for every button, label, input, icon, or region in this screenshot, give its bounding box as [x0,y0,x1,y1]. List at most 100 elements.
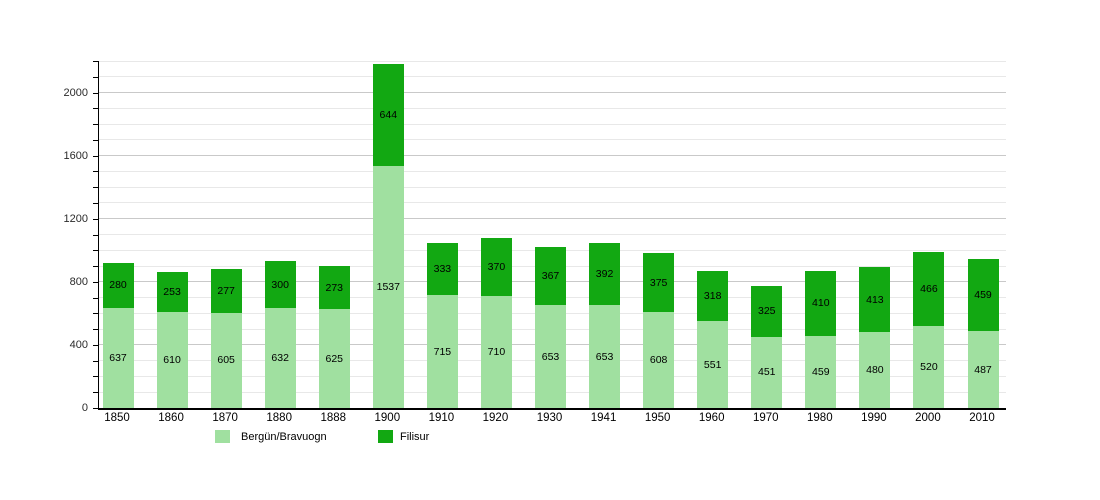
bar-value-label: 466 [920,283,938,296]
legend-swatch-bergun-bravuogn [215,430,230,443]
bar-segment-bergun-bravuogn: 551 [697,321,729,408]
x-axis-label: 1950 [644,412,671,424]
y-axis-tick [93,281,98,283]
y-axis-tick [93,218,98,220]
gridline-major [99,218,1006,220]
bar-1970: 451 325 [751,285,783,408]
y-axis-tick [93,250,98,252]
bar-2000: 520 466 [913,252,945,408]
y-axis-tick [93,313,98,315]
bar-segment-bergun-bravuogn: 520 [913,325,945,408]
bar-segment-bergun-bravuogn: 710 [480,296,512,408]
gridline-minor [99,60,1006,62]
bar-value-label: 273 [325,281,344,294]
bar-value-label: 300 [271,278,289,291]
y-axis-tick [93,266,98,268]
x-axis-label: 1880 [266,412,292,424]
y-axis-tick [93,376,98,378]
bar-value-label: 253 [163,285,181,298]
bar-value-label: 333 [433,262,452,275]
x-axis-label: 1930 [536,412,563,424]
bar-segment-bergun-bravuogn: 715 [426,295,458,408]
x-axis-label: 2000 [915,412,941,424]
bar-value-label: 1537 [376,280,400,293]
bar-value-label: 653 [595,350,614,363]
bar-segment-filisur: 644 [372,64,404,166]
bar-value-label: 392 [595,268,614,281]
bar-1930: 653 367 [535,247,566,408]
bar-value-label: 487 [974,363,992,376]
y-axis-tick [93,297,98,299]
bar-value-label: 280 [109,279,127,292]
gridline-minor [99,186,1006,188]
bar-value-label: 375 [649,276,668,289]
bar-1850: 637 280 [102,263,134,408]
bar-value-label: 325 [757,305,776,318]
bar-segment-filisur: 325 [751,285,783,337]
bar-value-label: 410 [812,297,830,310]
y-axis-tick [93,124,98,126]
bar-segment-bergun-bravuogn: 480 [859,332,891,408]
bar-segment-filisur: 370 [480,237,512,296]
y-axis-label: 0 [81,402,88,414]
x-axis-label: 1920 [482,412,509,424]
bar-segment-bergun-bravuogn: 653 [535,305,566,408]
bar-value-label: 277 [217,284,235,297]
bar-value-label: 459 [974,288,992,301]
gridline-minor [99,202,1006,204]
bar-segment-filisur: 277 [210,268,242,313]
bar-2010: 487 459 [967,258,999,408]
y-axis-tick [93,139,98,141]
bar-1980: 459 410 [805,270,837,408]
bar-segment-filisur: 280 [102,263,134,308]
bar-segment-bergun-bravuogn: 1537 [372,165,404,408]
x-axis-label: 1960 [698,412,725,424]
x-axis-label: 1850 [104,412,130,424]
bar-segment-bergun-bravuogn: 459 [805,335,837,408]
y-axis-tick [93,171,98,173]
bar-segment-bergun-bravuogn: 637 [102,307,134,408]
bar-segment-bergun-bravuogn: 653 [589,305,621,408]
legend-label-filisur: Filisur [400,431,430,443]
x-axis-label: 1980 [807,412,833,424]
x-axis-label: 1941 [590,412,617,424]
y-axis-tick [93,155,98,157]
bar-value-label: 367 [541,270,560,283]
bar-value-label: 551 [703,358,722,371]
bar-segment-filisur: 300 [264,261,296,309]
bar-value-label: 625 [325,352,344,365]
y-axis-tick [93,344,98,346]
y-axis-tick [93,392,98,394]
bar-segment-bergun-bravuogn: 608 [643,312,675,408]
legend-swatch-filisur [378,430,393,443]
bar-segment-bergun-bravuogn: 610 [156,311,188,408]
x-axis-label: 1870 [212,412,238,424]
y-axis-tick [93,92,98,94]
bar-value-label: 451 [757,366,776,379]
bar-value-label: 608 [649,354,668,367]
bar-segment-filisur: 318 [697,270,729,322]
bar-value-label: 370 [487,260,506,273]
y-axis-tick [93,76,98,78]
bar-segment-filisur: 367 [535,247,566,305]
bar-value-label: 318 [703,290,722,303]
x-axis-label: 2010 [969,412,995,424]
x-axis-label: 1990 [861,412,887,424]
y-axis-tick [93,202,98,204]
y-axis-label: 2000 [63,86,88,99]
bar-value-label: 459 [812,365,830,378]
y-axis-label: 1600 [63,149,88,162]
gridline-minor [99,139,1006,141]
y-axis-tick [93,234,98,236]
bar-value-label: 520 [920,360,938,373]
gridline-major [99,155,1006,157]
plot-area: 637 280 610 253 605 277 632 300 625 273 1537 644 715… [98,60,1006,410]
y-axis-tick [93,329,98,331]
gridline-minor [99,123,1006,125]
gridline-minor [99,234,1006,235]
gridline-major [99,92,1006,94]
bar-1960: 551 318 [697,270,729,408]
bar-segment-filisur: 466 [913,252,945,326]
y-axis-tick [93,61,98,62]
